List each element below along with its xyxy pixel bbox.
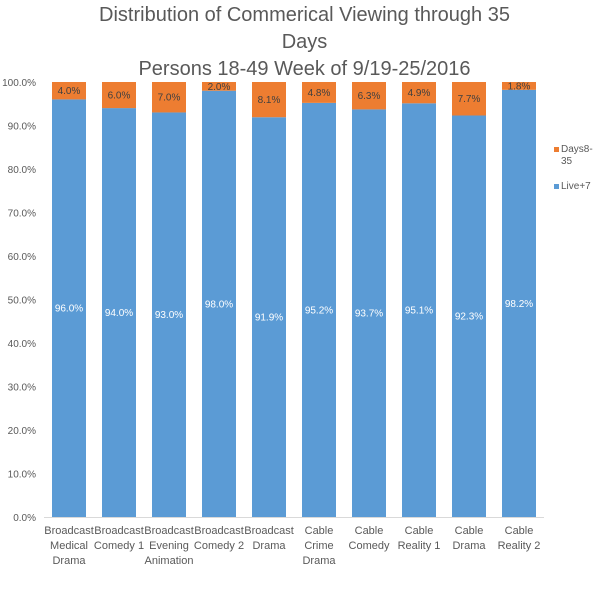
data-label: 93.7% bbox=[355, 309, 383, 320]
y-tick-label: 10.0% bbox=[8, 470, 36, 481]
x-category-label: Animation bbox=[145, 555, 194, 567]
y-tick-label: 60.0% bbox=[8, 252, 36, 263]
y-tick-label: 70.0% bbox=[8, 209, 36, 220]
x-category-label: Drama bbox=[252, 540, 286, 552]
y-tick-label: 20.0% bbox=[8, 426, 36, 437]
data-label: 6.3% bbox=[358, 91, 381, 102]
legend-label: Live+7 bbox=[561, 181, 591, 192]
y-tick-label: 80.0% bbox=[8, 165, 36, 176]
data-label: 2.0% bbox=[208, 82, 231, 93]
bar-live7 bbox=[252, 117, 286, 518]
y-tick-label: 0.0% bbox=[13, 513, 36, 524]
legend-swatch bbox=[554, 184, 559, 189]
x-category-label: Medical bbox=[50, 540, 88, 552]
x-category-label: Cable bbox=[505, 525, 534, 537]
x-category-label: Cable bbox=[355, 525, 384, 537]
x-category-label: Broadcast bbox=[94, 525, 144, 537]
x-category-label: Broadcast bbox=[244, 525, 294, 537]
x-category-label: Reality 2 bbox=[498, 540, 541, 552]
bar-days8-35 bbox=[502, 82, 536, 90]
x-category-label: Reality 1 bbox=[398, 540, 441, 552]
bar-days8-35 bbox=[302, 82, 336, 103]
x-category-label: Comedy 1 bbox=[94, 540, 144, 552]
chart-title-line-3: Persons 18-49 Week of 9/19-25/2016 bbox=[138, 58, 471, 80]
data-label: 95.1% bbox=[405, 306, 433, 317]
data-label: 7.0% bbox=[158, 93, 181, 104]
x-category-label: Cable bbox=[455, 525, 484, 537]
bar-live7 bbox=[402, 103, 436, 517]
bar-live7 bbox=[352, 109, 386, 517]
data-label: 98.0% bbox=[205, 299, 233, 310]
x-category-label: Comedy 2 bbox=[194, 540, 244, 552]
bar-live7 bbox=[52, 99, 86, 518]
chart-legend: Days8- 35 Live+7 bbox=[554, 144, 601, 206]
bar-days8-35 bbox=[352, 82, 386, 110]
legend-item: Days8- 35 bbox=[554, 144, 601, 168]
x-category-label: Drama bbox=[452, 540, 486, 552]
y-tick-label: 100.0% bbox=[2, 78, 36, 89]
legend-label: Days8- 35 bbox=[561, 144, 593, 167]
x-category-label: Drama bbox=[52, 555, 86, 567]
x-category-label: Broadcast bbox=[194, 525, 244, 537]
data-label: 96.0% bbox=[55, 304, 83, 315]
data-label: 98.2% bbox=[505, 299, 533, 310]
y-tick-label: 30.0% bbox=[8, 383, 36, 394]
data-label: 4.9% bbox=[408, 88, 431, 99]
bar-days8-35 bbox=[452, 82, 486, 116]
x-category-label: Cable bbox=[305, 525, 334, 537]
legend-item: Live+7 bbox=[554, 181, 601, 193]
y-tick-label: 40.0% bbox=[8, 339, 36, 350]
x-category-label: Comedy bbox=[349, 540, 390, 552]
bar-days8-35 bbox=[402, 82, 436, 104]
data-label: 91.9% bbox=[255, 313, 283, 324]
data-label: 6.0% bbox=[108, 91, 131, 102]
data-label: 1.8% bbox=[508, 81, 531, 92]
x-category-label: Evening bbox=[149, 540, 189, 552]
chart-title-line-1: Distribution of Commerical Viewing throu… bbox=[99, 4, 510, 26]
data-label: 95.2% bbox=[305, 305, 333, 316]
x-category-label: Drama bbox=[302, 555, 336, 567]
data-label: 92.3% bbox=[455, 312, 483, 323]
y-tick-label: 90.0% bbox=[8, 122, 36, 133]
data-label: 4.0% bbox=[58, 86, 81, 97]
data-label: 94.0% bbox=[105, 308, 133, 319]
y-tick-label: 50.0% bbox=[8, 296, 36, 307]
x-category-label: Cable bbox=[405, 525, 434, 537]
bar-live7 bbox=[452, 115, 486, 518]
bar-days8-35 bbox=[52, 82, 86, 100]
data-label: 93.0% bbox=[155, 310, 183, 321]
bar-live7 bbox=[102, 108, 136, 517]
x-category-label: Crime bbox=[304, 540, 333, 552]
chart-title: Distribution of Commerical Viewing throu… bbox=[0, 2, 609, 83]
legend-swatch bbox=[554, 147, 559, 152]
bar-days8-35 bbox=[102, 82, 136, 109]
x-category-label: Broadcast bbox=[44, 525, 94, 537]
bar-days8-35 bbox=[152, 82, 186, 113]
bar-days8-35 bbox=[252, 82, 286, 118]
data-label: 4.8% bbox=[308, 88, 331, 99]
data-label: 7.7% bbox=[458, 94, 481, 105]
bar-live7 bbox=[202, 90, 236, 517]
x-category-label: Broadcast bbox=[144, 525, 194, 537]
data-label: 8.1% bbox=[258, 95, 281, 106]
chart-title-line-2: Days bbox=[281, 31, 328, 53]
bar-live7 bbox=[502, 89, 536, 517]
bar-days8-35 bbox=[202, 82, 236, 91]
bar-live7 bbox=[302, 102, 336, 517]
bar-live7 bbox=[152, 112, 186, 517]
